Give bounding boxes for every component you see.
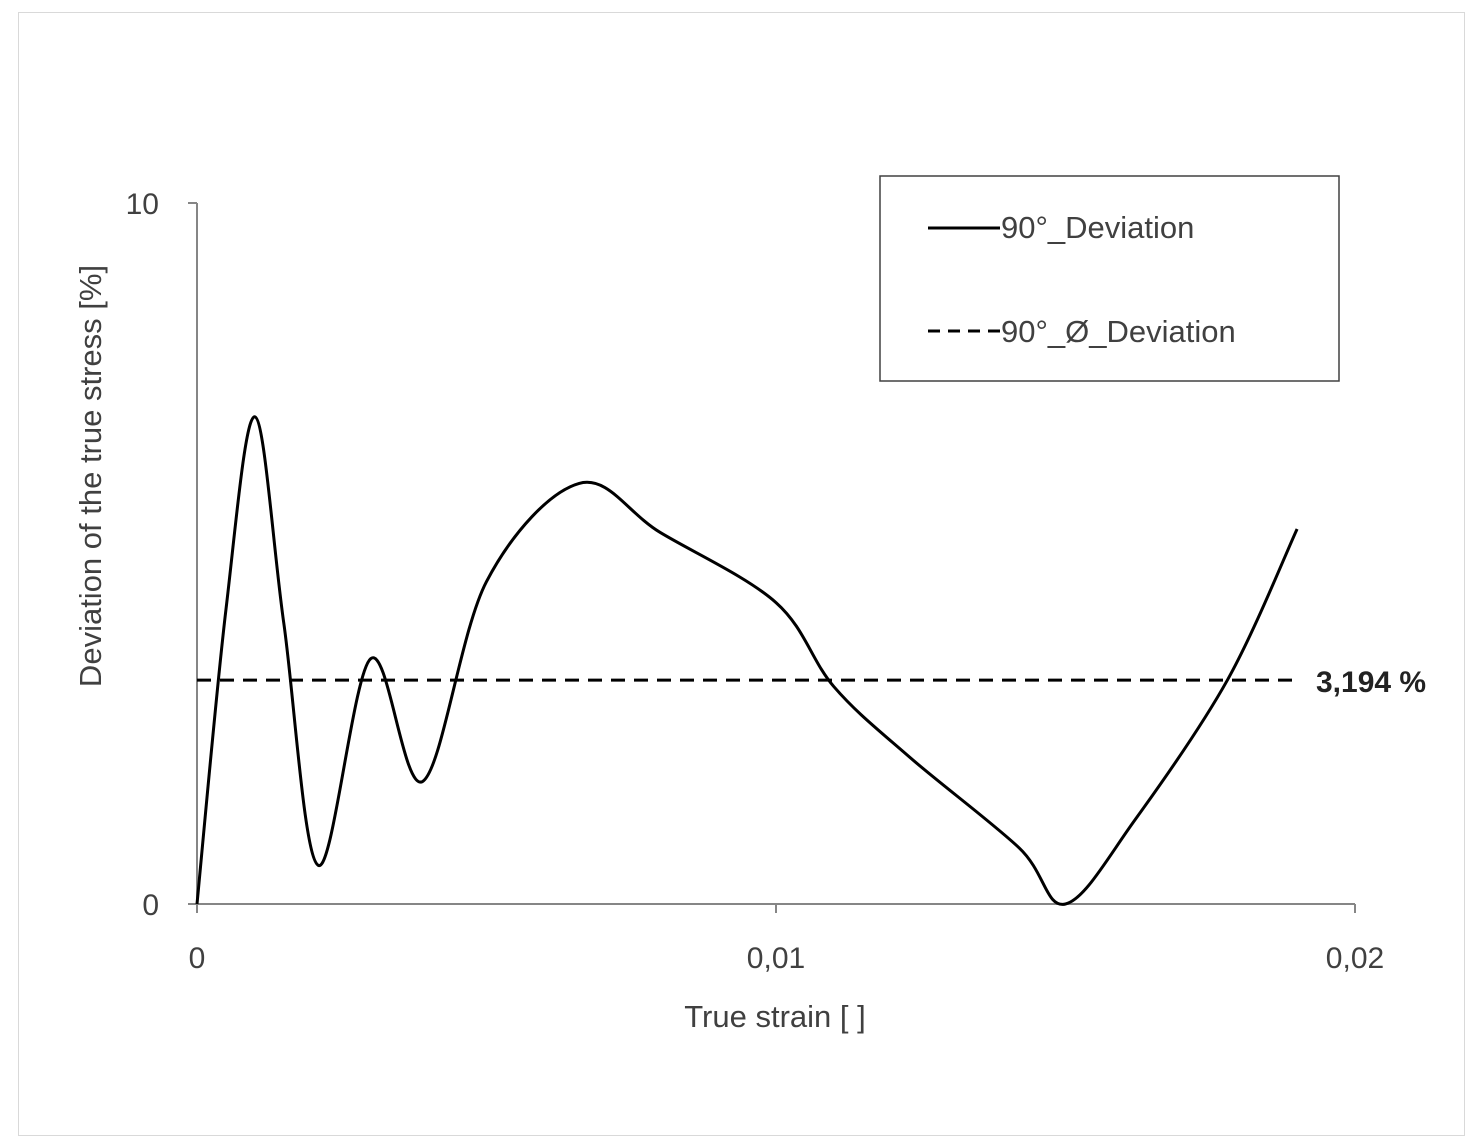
y-tick-label: 10 — [126, 188, 159, 221]
x-tick-label: 0,02 — [1326, 942, 1384, 975]
legend: 90°_Deviation 90°_Ø_Deviation — [879, 175, 1340, 382]
x-axis-title: True strain [ ] — [684, 999, 865, 1034]
legend-box — [879, 175, 1340, 382]
mean-value-label: 3,194 % — [1316, 666, 1426, 699]
x-tick-label: 0,01 — [747, 942, 805, 975]
y-axis-title: Deviation of the true stress [%] — [73, 265, 108, 687]
legend-label-90-deviation: 90°_Deviation — [1001, 210, 1194, 245]
x-tick-label: 0 — [189, 942, 206, 975]
axis-ticks: 0 0,01 0,02 0 10 — [126, 188, 1385, 975]
series-line-90-deviation — [195, 415, 1299, 906]
legend-label-90-mean-deviation: 90°_Ø_Deviation — [1001, 314, 1236, 349]
y-tick-label: 0 — [142, 889, 159, 922]
